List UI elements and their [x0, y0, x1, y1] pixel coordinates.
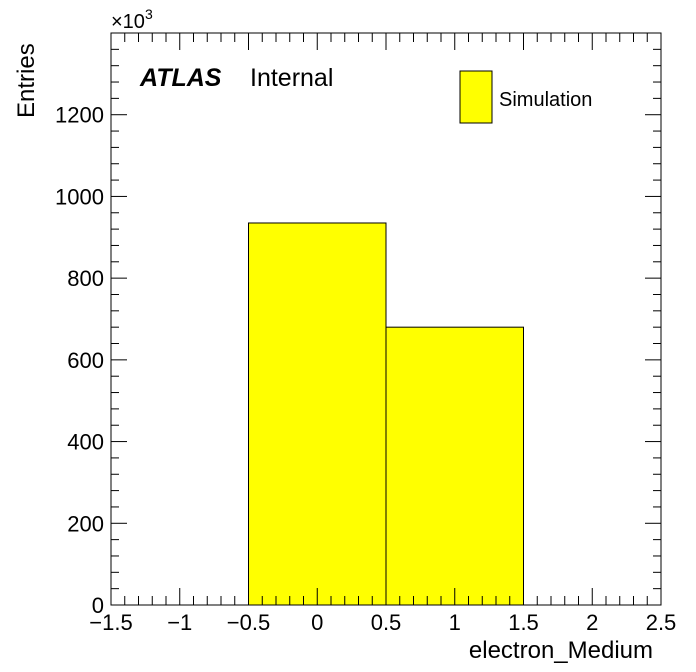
histogram-bar	[385, 326, 524, 606]
y-scale-multiplier: ×103	[111, 6, 153, 33]
atlas-sublabel: Internal	[250, 64, 333, 92]
y-tick-label: 0	[92, 593, 104, 618]
y-tick-label: 400	[67, 430, 104, 455]
x-tick-label: 2.5	[646, 610, 677, 635]
legend-swatch-simulation	[459, 70, 493, 124]
y-scale-base: ×10	[111, 11, 145, 33]
y-scale-exponent: 3	[145, 6, 153, 22]
x-tick-label: 1	[449, 610, 461, 635]
x-tick-label: 0	[311, 610, 323, 635]
y-axis-title: Entries	[13, 43, 40, 118]
x-tick-label: −1	[167, 610, 192, 635]
y-tick-label: 200	[67, 511, 104, 536]
ticks-layer	[110, 32, 662, 606]
x-tick-label: 0.5	[371, 610, 402, 635]
x-tick-label: −0.5	[227, 610, 270, 635]
tick-labels-layer: −1.5 −1 −0.5 0 0.5 1 1.5 2 2.5 0 200 400 600 800 1000 1…	[55, 103, 676, 635]
legend-label-simulation: Simulation	[499, 89, 592, 111]
x-axis-title: electron_Medium	[469, 637, 653, 664]
x-tick-label: 1.5	[508, 610, 539, 635]
x-tick-label: 2	[586, 610, 598, 635]
bars-layer	[248, 222, 524, 606]
y-tick-label: 1000	[55, 184, 104, 209]
histogram-bar	[248, 222, 387, 606]
y-tick-label: 800	[67, 266, 104, 291]
atlas-label: ATLAS	[139, 64, 222, 92]
y-tick-label: 1200	[55, 103, 104, 128]
y-tick-label: 600	[67, 348, 104, 373]
x-tick-label: −1.5	[89, 610, 132, 635]
